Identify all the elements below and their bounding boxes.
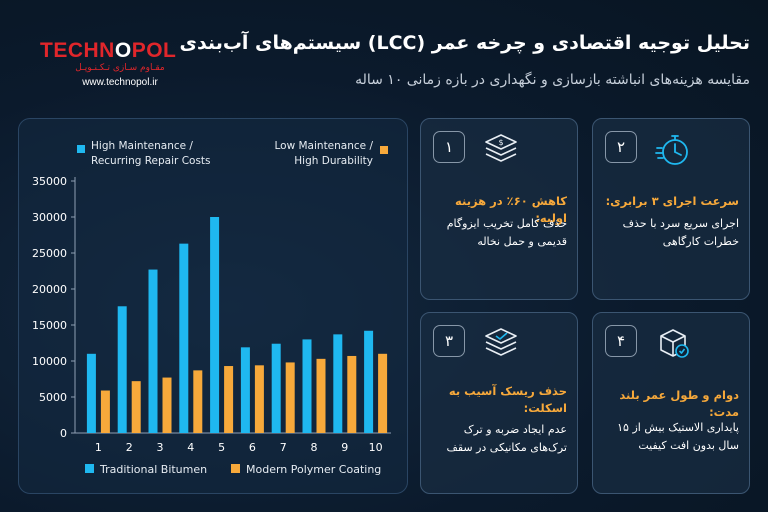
bar-polymer-3 (162, 377, 172, 433)
legend-label-polymer: Modern Polymer Coating (246, 463, 381, 476)
shield-box-icon (660, 329, 689, 358)
bar-bitumen-6 (240, 347, 250, 433)
annotation-swatch-blue (77, 145, 85, 153)
feature-card-cost: ۱ $ کاهش ۶۰٪ در هزینه اولیه: حذف کامل تخ… (420, 118, 578, 300)
annotation-low-maintenance: High Durability (294, 155, 373, 167)
card-number: ۱ (433, 131, 465, 163)
feature-card-speed: ۲ سرعت اجرای ۳ برابری: اجرای سریع سرد با… (592, 118, 750, 300)
bar-polymer-7 (285, 362, 295, 433)
bar-bitumen-9 (333, 334, 343, 433)
x-tick-label: 3 (157, 441, 164, 454)
x-tick-label: 4 (187, 441, 194, 454)
feature-card-risk: ۳ حذف ریسک آسیب به اسکلت: عدم ایجاد ضربه… (420, 312, 578, 494)
card-body: حذف کامل تخریب ایزوگام قدیمی و حمل نخاله (446, 217, 567, 248)
card-body: اجرای سریع سرد با حذف خطرات کارگاهی (622, 217, 739, 248)
bar-polymer-10 (378, 353, 388, 433)
logo-url: www.technopol.ir (82, 77, 158, 88)
bar-bitumen-10 (364, 330, 374, 433)
logo-wordmark: TECHNOPOL (40, 39, 177, 62)
y-tick-label: 30000 (32, 211, 67, 224)
page-subtitle: مقایسه هزینه‌های انباشته بازسازی و نگهدا… (355, 72, 750, 88)
stopwatch-icon (655, 135, 688, 165)
bar-polymer-6 (254, 365, 264, 433)
x-tick-label: 7 (280, 441, 287, 454)
x-tick-label: 9 (341, 441, 348, 454)
bar-bitumen-4 (179, 243, 189, 433)
bar-bitumen-1 (86, 353, 96, 433)
bar-bitumen-2 (117, 306, 127, 433)
bar-bitumen-7 (271, 343, 281, 433)
card-number: ۴ (605, 325, 637, 357)
annotation-high-maintenance: High Maintenance / (91, 140, 193, 152)
card-body: پایداری الاستیک بیش از ۱۵ سال بدون افت ک… (617, 421, 739, 452)
bar-bitumen-3 (148, 269, 158, 433)
bar-polymer-9 (347, 355, 357, 433)
card-number: ۳ (433, 325, 465, 357)
card-heading: کاهش ۶۰٪ در هزینه اولیه: (455, 194, 567, 225)
page-title: تحلیل توجیه اقتصادی و چرخه عمر (LCC) سیس… (179, 32, 750, 54)
y-tick-label: 5000 (39, 391, 67, 404)
technopol-logo: TECHNOPOL مقـاوم سـازی تـکـنـوپـل www.te… (40, 40, 200, 92)
bar-polymer-4 (193, 370, 203, 433)
annotation-swatch-orange (380, 146, 388, 154)
x-tick-label: 10 (369, 441, 383, 454)
x-tick-label: 2 (126, 441, 133, 454)
feature-card-durability: ۴ دوام و طول عمر بلند مدت: پایداری الاست… (592, 312, 750, 494)
bar-polymer-5 (224, 366, 234, 433)
svg-text:$: $ (498, 138, 503, 147)
y-tick-label: 35000 (32, 175, 67, 188)
card-number: ۲ (605, 131, 637, 163)
legend-swatch-bitumen (85, 464, 94, 473)
y-tick-label: 20000 (32, 283, 67, 296)
card-heading: حذف ریسک آسیب به اسکلت: (448, 384, 567, 415)
lcc-bar-chart: 0 5000 10000 15000 20000 25000 30000 35000 1 2 3 4 5… (32, 140, 391, 476)
bar-polymer-8 (316, 358, 326, 433)
bar-bitumen-8 (302, 339, 312, 433)
x-tick-label: 5 (218, 441, 225, 454)
chart-panel: 0 5000 10000 15000 20000 25000 30000 35000 1 2 3 4 5… (18, 118, 408, 494)
y-tick-label: 25000 (32, 247, 67, 260)
dollar-layers-icon: $ (485, 134, 517, 162)
logo-tagline: مقـاوم سـازی تـکـنـوپـل (75, 63, 165, 73)
card-body: عدم ایجاد ضربه و ترک ترک‌های مکانیکی در … (446, 423, 567, 454)
y-tick-label: 15000 (32, 319, 67, 332)
y-tick-label: 0 (60, 427, 67, 440)
annotation-high-maintenance: Recurring Repair Costs (91, 155, 211, 167)
x-tick-label: 6 (249, 441, 256, 454)
bar-polymer-1 (100, 390, 110, 433)
y-tick-label: 10000 (32, 355, 67, 368)
x-tick-label: 8 (311, 441, 318, 454)
card-heading: سرعت اجرای ۳ برابری: (605, 194, 739, 208)
card-heading: دوام و طول عمر بلند مدت: (619, 388, 739, 419)
annotation-low-maintenance: Low Maintenance / (274, 140, 373, 152)
bar-bitumen-5 (210, 217, 220, 433)
layers-check-icon (485, 328, 517, 356)
x-tick-label: 1 (95, 441, 102, 454)
bar-polymer-2 (131, 381, 141, 433)
legend-swatch-polymer (231, 464, 240, 473)
legend-label-bitumen: Traditional Bitumen (99, 463, 207, 476)
